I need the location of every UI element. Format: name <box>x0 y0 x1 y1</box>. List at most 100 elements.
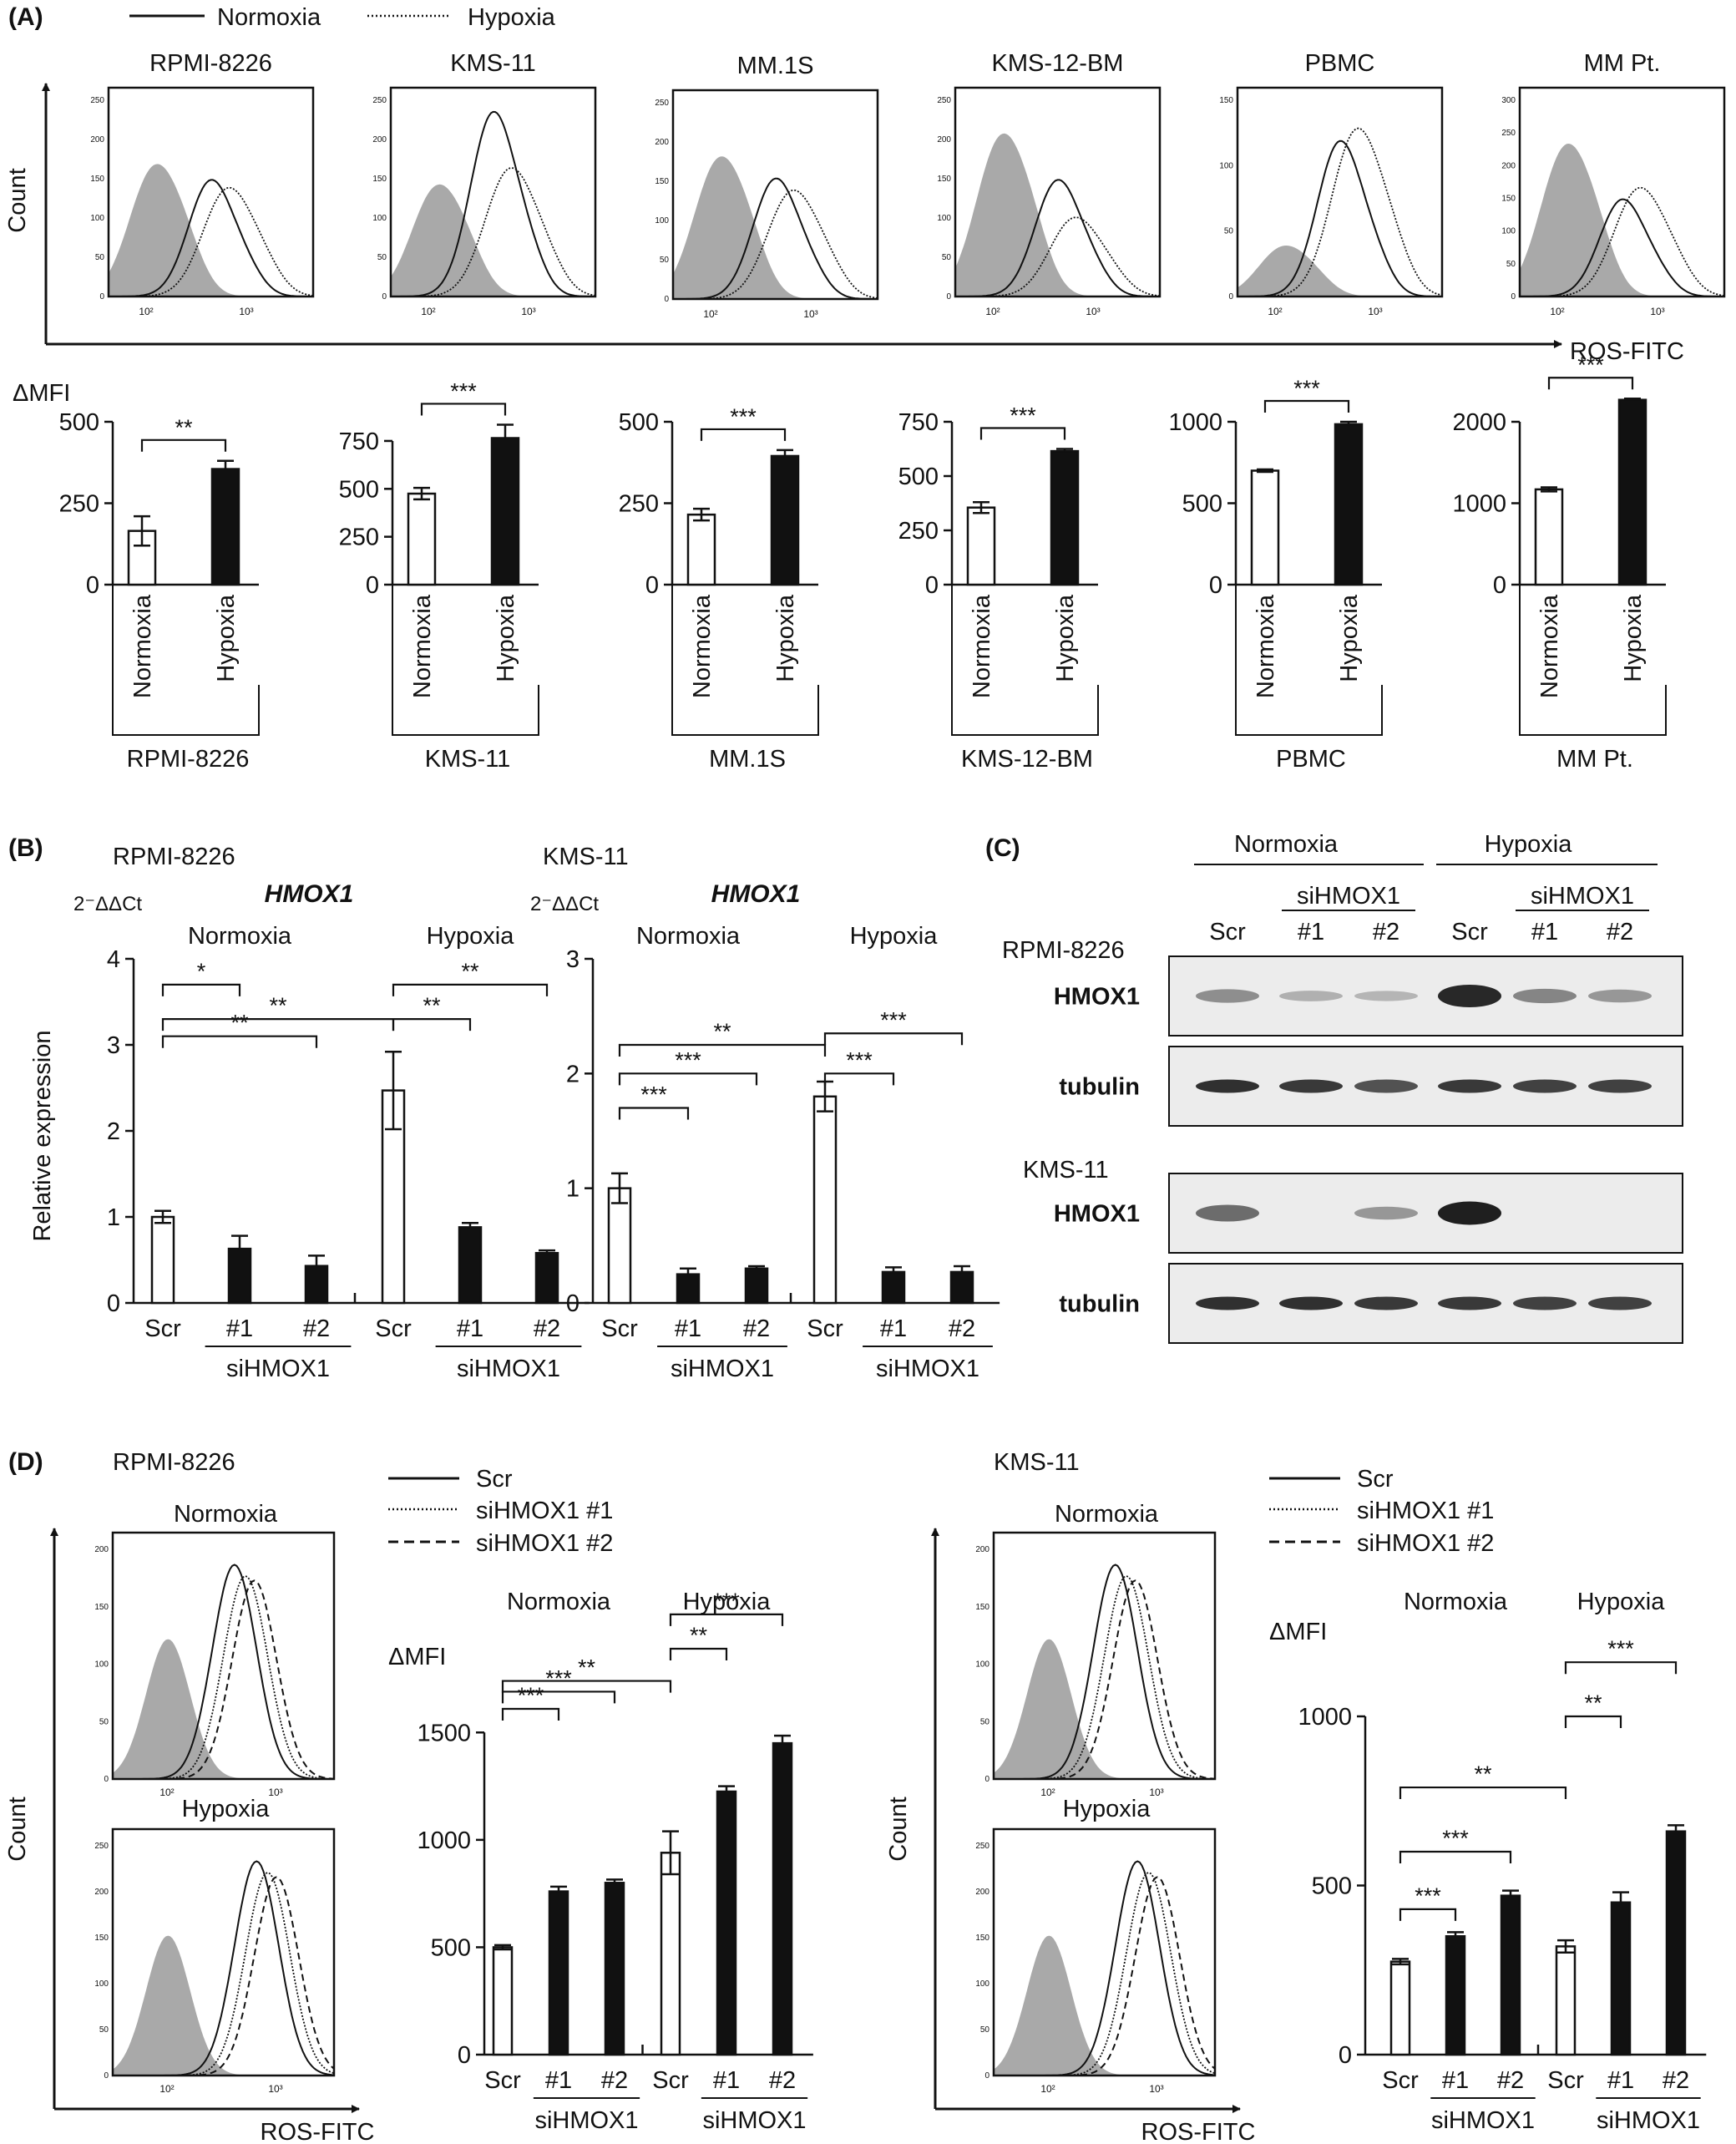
d-count-label-1: Count <box>885 1797 912 1861</box>
histogram-normoxia-curve <box>955 179 1160 297</box>
c-band-0-0-3 <box>1438 984 1501 1008</box>
bar-1 <box>676 1273 701 1305</box>
significance-bracket <box>140 438 227 452</box>
bar-0 <box>966 506 996 586</box>
y-tick-label: 4 <box>107 946 120 973</box>
c-band-1-1-1 <box>1279 1296 1343 1310</box>
y-tick-label: 50 <box>1224 227 1234 236</box>
y-tick-label: 150 <box>1219 96 1233 105</box>
b-bar-chart-kms: 0 1 2 3 Scr #1 #2 Scr #1 #2 siHMOX1 siHMOX1 Normoxia… <box>566 923 1000 1382</box>
x-category-label: Scr <box>807 1315 843 1342</box>
significance-bracket-2 <box>161 1018 395 1031</box>
sihmox1-label: siHMOX1 <box>671 1356 774 1382</box>
x-tick-label: 10² <box>985 306 1000 317</box>
x-tick-label: 10² <box>1040 2083 1055 2095</box>
d-legend-si1-0: siHMOX1 #1 <box>476 1498 613 1524</box>
y-tick-label: 3 <box>107 1032 120 1059</box>
sihmox1-label: siHMOX1 <box>702 2107 806 2134</box>
histogram-title: PBMC <box>1305 50 1375 77</box>
significance-bracket-1 <box>501 1690 616 1704</box>
a-bar-chart-0: 0 250 500 ** Normoxia Hypoxia RPMI-8226 <box>59 409 260 773</box>
group-title-normoxia: Normoxia <box>507 1589 611 1615</box>
group-title-hypoxia: Hypoxia <box>850 923 939 950</box>
bar-1 <box>1445 1935 1466 2056</box>
histogram-isotype-fill <box>1237 246 1442 297</box>
significance-bracket-0 <box>501 1707 560 1721</box>
bar-5 <box>949 1270 974 1305</box>
x-category-label: Hypoxia <box>213 594 240 682</box>
y-tick-label: 200 <box>937 135 951 144</box>
histogram-isotype-fill <box>955 133 1160 297</box>
x-category-label: Hypoxia <box>1052 594 1079 682</box>
c-lane-label: #2 <box>1373 919 1399 945</box>
sihmox1-label: siHMOX1 <box>1431 2107 1535 2134</box>
y-tick-label: 150 <box>937 175 951 184</box>
histogram-normoxia-curve <box>673 177 878 300</box>
c-cell-label-1: KMS-11 <box>1023 1157 1109 1184</box>
x-tick-label: 10² <box>1550 306 1564 317</box>
y-tick-label: 1000 <box>1298 1704 1352 1731</box>
significance-stars-3: ** <box>423 993 441 1018</box>
bar-0 <box>1250 469 1280 586</box>
y-tick-label: 0 <box>925 572 939 599</box>
c-band-0-1-0 <box>1196 1079 1259 1093</box>
x-tick-label: 10³ <box>1086 306 1100 317</box>
x-tick-label: 10³ <box>268 2083 282 2095</box>
d-bar-chart-rpmi: 0 500 1000 1500 Scr #1 #2 Scr #1 #2 siHMOX1 siHMOX1… <box>417 1589 813 2134</box>
c-lane-label: #1 <box>1531 919 1558 945</box>
bar-2 <box>744 1267 769 1305</box>
d-hist-title-normoxia-0: Normoxia <box>174 1501 278 1528</box>
significance-stars-0: *** <box>1415 1883 1441 1908</box>
x-tick-label: 10³ <box>521 306 535 317</box>
bar-5 <box>772 1741 793 2056</box>
b-gene-label-1: HMOX1 <box>711 880 801 908</box>
y-tick-label: 500 <box>431 1934 471 1961</box>
x-category-label: #2 <box>743 1315 770 1342</box>
c-band-0-1-5 <box>1588 1079 1652 1093</box>
histogram-title: KMS-12-BM <box>992 50 1124 77</box>
y-tick-label: 300 <box>1501 96 1516 105</box>
bar-0 <box>407 492 437 586</box>
d-hist-normoxia-0: 0 50 100 150 200 10² 10³ <box>94 1531 336 1798</box>
panel-label-d: (D) <box>8 1448 43 1476</box>
c-lane-label: Scr <box>1209 919 1246 945</box>
bar-5 <box>534 1252 559 1305</box>
bar-1 <box>1050 449 1080 586</box>
y-tick-label: 100 <box>1219 161 1233 170</box>
histogram-isotype-fill <box>673 156 878 299</box>
x-tick-label: 10² <box>1268 306 1282 317</box>
c-band-0-1-1 <box>1279 1079 1343 1093</box>
c-lane-label: Scr <box>1451 919 1488 945</box>
x-category-label: #1 <box>713 2067 740 2094</box>
x-category-label: Scr <box>484 2067 521 2094</box>
cell-line-label: KMS-12-BM <box>961 746 1093 773</box>
significance-bracket-3 <box>669 1647 728 1660</box>
y-tick-label: 750 <box>898 409 939 436</box>
y-tick-label: 500 <box>1182 491 1222 518</box>
significance-bracket-2 <box>1399 1786 1567 1800</box>
bar-0 <box>150 1215 175 1305</box>
c-group-normoxia: Normoxia <box>1234 831 1339 858</box>
y-tick-label: 500 <box>1312 1873 1352 1900</box>
x-category-label: Normoxia <box>409 594 436 698</box>
c-band-1-1-0 <box>1196 1296 1259 1310</box>
b-ddct-label-1: 2⁻ΔΔCt <box>530 893 599 915</box>
y-tick-label: 50 <box>99 1717 109 1726</box>
y-tick-label: 1500 <box>417 1720 471 1746</box>
d-ros-label-1: ROS-FITC <box>1141 2119 1256 2144</box>
x-category-label: Scr <box>144 1315 181 1342</box>
significance-bracket-1 <box>161 1035 318 1048</box>
y-tick-label: 0 <box>1209 572 1222 599</box>
x-category-label: Normoxia <box>129 594 156 698</box>
significance-bracket-4 <box>1564 1661 1678 1675</box>
c-band-1-0-0 <box>1196 1204 1259 1222</box>
c-band-1-1-3 <box>1438 1296 1501 1310</box>
significance-bracket <box>420 403 507 416</box>
isotype-fill <box>113 1639 334 1779</box>
group-title-normoxia: Normoxia <box>188 923 292 950</box>
c-sihmox1-label: siHMOX1 <box>1297 883 1400 910</box>
sihmox1-label: siHMOX1 <box>1597 2107 1700 2134</box>
histogram-frame <box>1236 86 1444 298</box>
y-tick-label: 200 <box>90 135 104 144</box>
y-tick-label: 150 <box>975 1934 989 1943</box>
